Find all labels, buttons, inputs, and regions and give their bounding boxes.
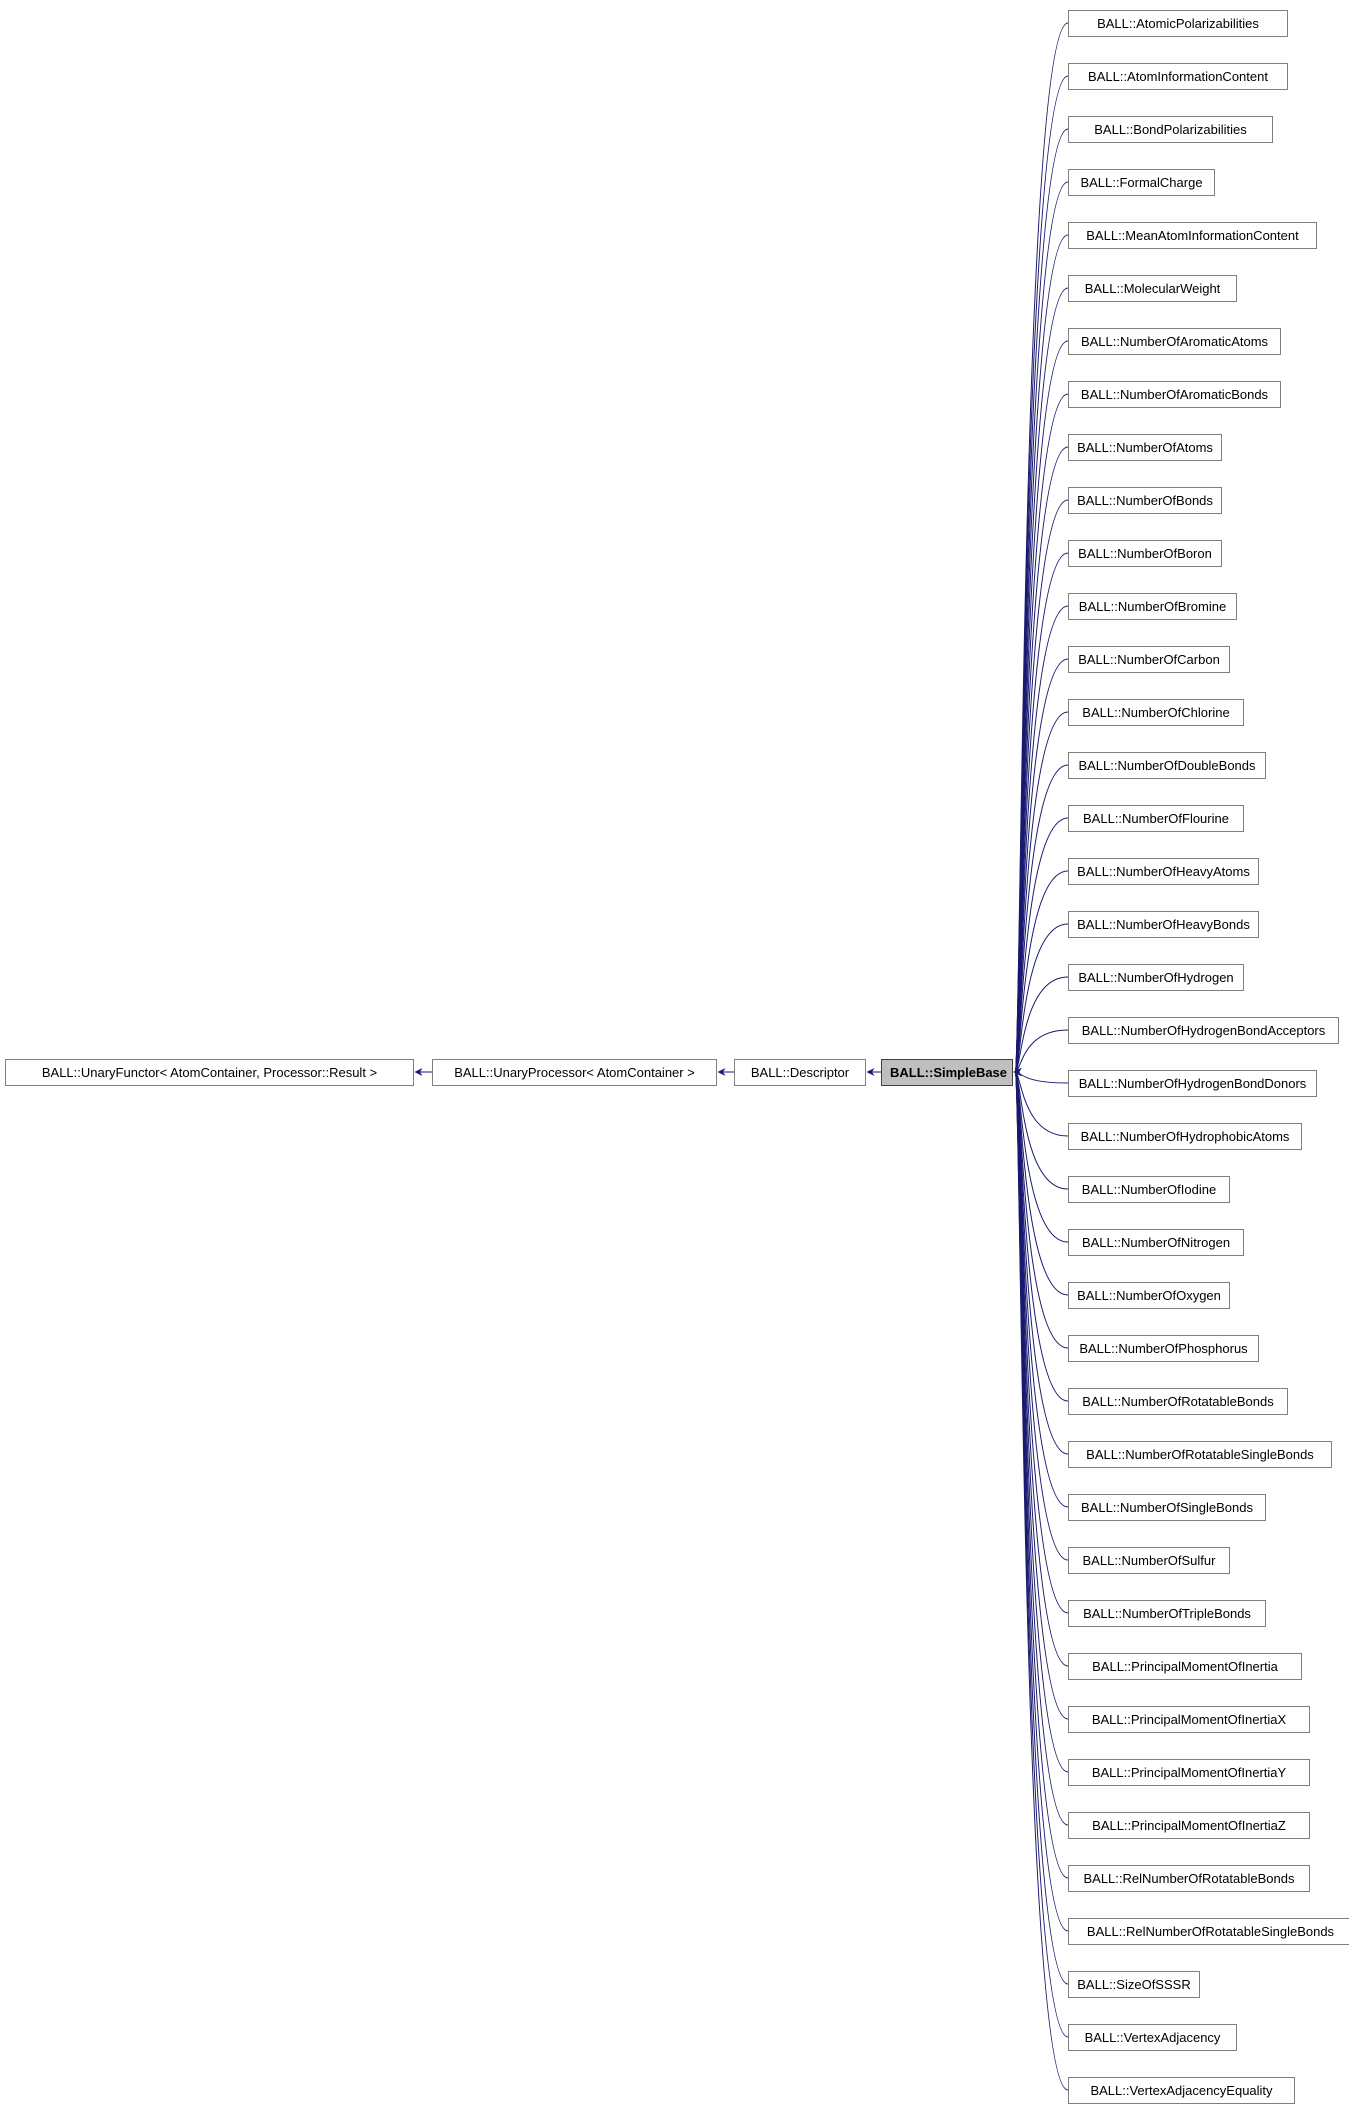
class-node-leaf[interactable]: BALL::NumberOfBromine xyxy=(1068,593,1237,620)
class-node-leaf[interactable]: BALL::NumberOfAromaticAtoms xyxy=(1068,328,1281,355)
class-node-leaf[interactable]: BALL::PrincipalMomentOfInertiaY xyxy=(1068,1759,1310,1786)
class-node-leaf[interactable]: BALL::NumberOfHydrogenBondDonors xyxy=(1068,1070,1317,1097)
class-node-leaf[interactable]: BALL::NumberOfRotatableSingleBonds xyxy=(1068,1441,1332,1468)
class-node-leaf[interactable]: BALL::NumberOfSingleBonds xyxy=(1068,1494,1266,1521)
class-node-leaf[interactable]: BALL::RelNumberOfRotatableSingleBonds xyxy=(1068,1918,1349,1945)
class-node-leaf[interactable]: BALL::RelNumberOfRotatableBonds xyxy=(1068,1865,1310,1892)
class-node-leaf[interactable]: BALL::AtomicPolarizabilities xyxy=(1068,10,1288,37)
class-node-leaf[interactable]: BALL::NumberOfHeavyBonds xyxy=(1068,911,1259,938)
class-node-leaf[interactable]: BALL::BondPolarizabilities xyxy=(1068,116,1273,143)
class-node-leaf[interactable]: BALL::NumberOfAtoms xyxy=(1068,434,1222,461)
class-node-leaf[interactable]: BALL::AtomInformationContent xyxy=(1068,63,1288,90)
class-node-leaf[interactable]: BALL::NumberOfHeavyAtoms xyxy=(1068,858,1259,885)
class-node-leaf[interactable]: BALL::PrincipalMomentOfInertiaX xyxy=(1068,1706,1310,1733)
class-node-leaf[interactable]: BALL::NumberOfChlorine xyxy=(1068,699,1244,726)
class-node-leaf[interactable]: BALL::PrincipalMomentOfInertia xyxy=(1068,1653,1302,1680)
class-node-leaf[interactable]: BALL::NumberOfPhosphorus xyxy=(1068,1335,1259,1362)
class-node-leaf[interactable]: BALL::NumberOfCarbon xyxy=(1068,646,1230,673)
class-node-descriptor[interactable]: BALL::Descriptor xyxy=(734,1059,866,1086)
class-node-leaf[interactable]: BALL::FormalCharge xyxy=(1068,169,1215,196)
class-node-leaf[interactable]: BALL::NumberOfSulfur xyxy=(1068,1547,1230,1574)
class-node-leaf[interactable]: BALL::NumberOfOxygen xyxy=(1068,1282,1230,1309)
inheritance-diagram: BALL::UnaryFunctor< AtomContainer, Proce… xyxy=(0,0,1349,2120)
class-node-leaf[interactable]: BALL::NumberOfBonds xyxy=(1068,487,1222,514)
class-node-leaf[interactable]: BALL::NumberOfNitrogen xyxy=(1068,1229,1244,1256)
class-node-unary_processor[interactable]: BALL::UnaryProcessor< AtomContainer > xyxy=(432,1059,717,1086)
class-node-leaf[interactable]: BALL::NumberOfAromaticBonds xyxy=(1068,381,1281,408)
class-node-unary_functor[interactable]: BALL::UnaryFunctor< AtomContainer, Proce… xyxy=(5,1059,414,1086)
class-node-leaf[interactable]: BALL::NumberOfRotatableBonds xyxy=(1068,1388,1288,1415)
class-node-leaf[interactable]: BALL::NumberOfIodine xyxy=(1068,1176,1230,1203)
class-node-leaf[interactable]: BALL::NumberOfBoron xyxy=(1068,540,1222,567)
class-node-leaf[interactable]: BALL::VertexAdjacency xyxy=(1068,2024,1237,2051)
class-node-leaf[interactable]: BALL::MeanAtomInformationContent xyxy=(1068,222,1317,249)
class-node-leaf[interactable]: BALL::NumberOfHydrophobicAtoms xyxy=(1068,1123,1302,1150)
class-node-simple_base[interactable]: BALL::SimpleBase xyxy=(881,1059,1013,1086)
class-node-leaf[interactable]: BALL::SizeOfSSSR xyxy=(1068,1971,1200,1998)
class-node-leaf[interactable]: BALL::NumberOfDoubleBonds xyxy=(1068,752,1266,779)
class-node-leaf[interactable]: BALL::NumberOfFlourine xyxy=(1068,805,1244,832)
class-node-leaf[interactable]: BALL::MolecularWeight xyxy=(1068,275,1237,302)
class-node-leaf[interactable]: BALL::NumberOfHydrogenBondAcceptors xyxy=(1068,1017,1339,1044)
class-node-leaf[interactable]: BALL::NumberOfTripleBonds xyxy=(1068,1600,1266,1627)
class-node-leaf[interactable]: BALL::NumberOfHydrogen xyxy=(1068,964,1244,991)
class-node-leaf[interactable]: BALL::PrincipalMomentOfInertiaZ xyxy=(1068,1812,1310,1839)
class-node-leaf[interactable]: BALL::VertexAdjacencyEquality xyxy=(1068,2077,1295,2104)
